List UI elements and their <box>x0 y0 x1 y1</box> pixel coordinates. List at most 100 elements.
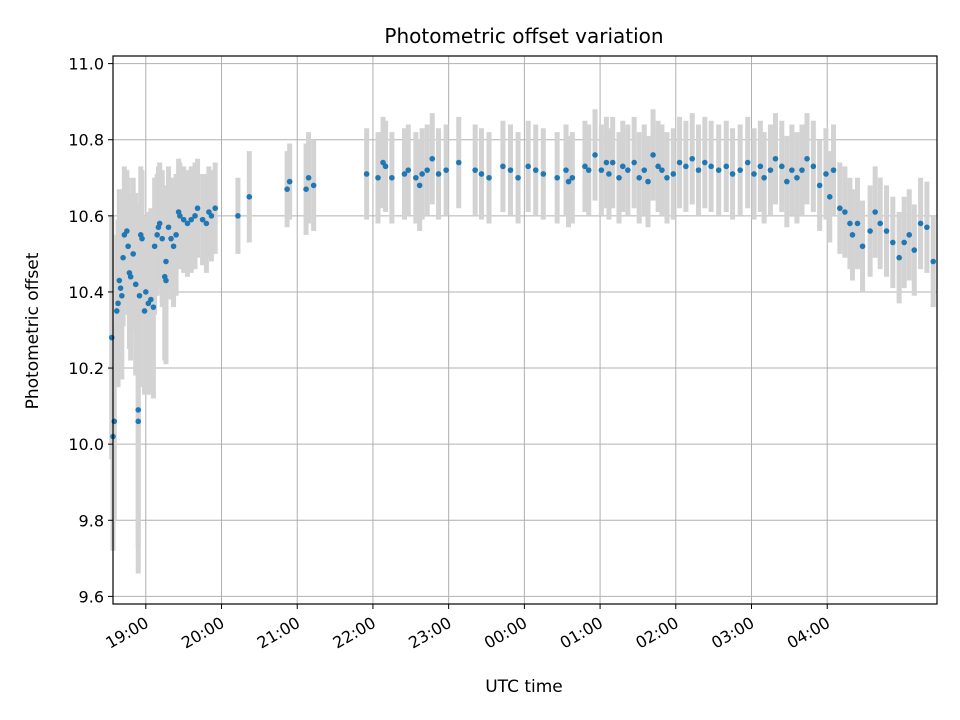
data-point <box>670 171 677 177</box>
data-point <box>708 163 714 170</box>
data-point <box>119 292 125 299</box>
x-tick-label: 04:00 <box>784 613 833 653</box>
data-point <box>616 174 622 181</box>
data-point <box>729 171 736 177</box>
data-point <box>830 167 837 173</box>
data-point <box>507 167 514 173</box>
data-point <box>837 205 843 212</box>
data-point <box>235 213 241 219</box>
data-point <box>199 216 206 223</box>
data-point <box>757 163 764 170</box>
data-point <box>636 174 642 181</box>
data-point <box>695 167 702 173</box>
data-point <box>826 194 833 200</box>
data-point <box>177 213 183 219</box>
data-point <box>867 228 873 234</box>
data-point <box>413 174 419 181</box>
data-point <box>655 163 661 170</box>
data-point <box>429 155 436 162</box>
data-point <box>901 239 907 246</box>
data-point <box>310 182 317 189</box>
chart-title: Photometric offset variation <box>384 24 663 48</box>
x-tick-label: 22:00 <box>330 613 379 653</box>
data-point <box>116 277 123 284</box>
data-point <box>603 159 610 166</box>
data-point <box>286 178 293 185</box>
x-tick-label: 19:00 <box>102 613 151 653</box>
data-point <box>772 155 779 162</box>
y-axis-title: Photometric offset <box>23 252 43 409</box>
data-point <box>854 220 861 227</box>
data-point <box>113 308 120 314</box>
y-tick-label: 10.8 <box>68 131 104 150</box>
data-point <box>737 167 743 173</box>
data-point <box>789 167 795 173</box>
data-point <box>165 224 172 231</box>
data-point <box>135 407 142 413</box>
data-point <box>842 209 848 215</box>
data-point <box>525 163 531 170</box>
data-point <box>585 167 592 173</box>
data-point <box>163 277 169 284</box>
data-point <box>715 167 722 173</box>
data-point <box>565 178 572 185</box>
data-point <box>125 243 131 250</box>
data-point <box>419 171 425 177</box>
y-tick-label: 10.6 <box>68 207 104 226</box>
data-point <box>906 232 913 238</box>
data-point <box>416 182 423 189</box>
data-point <box>849 232 856 238</box>
data-point <box>148 296 154 303</box>
grid <box>113 56 937 604</box>
x-tick-label: 01:00 <box>557 613 606 653</box>
data-point <box>246 194 253 200</box>
x-tick-label: 21:00 <box>254 613 303 653</box>
data-point <box>515 174 521 181</box>
data-point <box>180 216 187 223</box>
data-point <box>778 163 785 170</box>
data-point <box>689 155 695 162</box>
y-tick-label: 10.2 <box>68 359 104 378</box>
data-point <box>124 228 130 234</box>
data-point <box>799 167 805 173</box>
data-point <box>650 152 656 158</box>
data-point <box>382 163 389 170</box>
data-point <box>890 239 896 246</box>
data-point <box>363 171 370 177</box>
data-point <box>582 163 588 170</box>
plot-frame <box>112 55 938 605</box>
data-point <box>443 167 449 173</box>
data-point <box>631 159 637 166</box>
y-tick-label: 11.0 <box>68 55 104 74</box>
data-point <box>141 308 148 314</box>
data-point <box>115 300 121 307</box>
data-point <box>203 220 210 227</box>
y-tick-label: 9.6 <box>79 587 104 606</box>
x-tick-label: 02:00 <box>632 613 681 653</box>
x-tick-label: 03:00 <box>708 613 757 653</box>
data-point <box>664 174 670 181</box>
x-axis-title: UTC time <box>485 677 563 697</box>
data-point <box>117 285 124 291</box>
data-point <box>917 220 924 227</box>
data-point <box>435 171 442 177</box>
x-tick-label: 00:00 <box>481 613 530 653</box>
data-point <box>569 174 576 181</box>
data-point <box>883 228 890 234</box>
data-point <box>744 159 751 166</box>
data-point <box>641 167 648 173</box>
data-point <box>389 174 395 181</box>
data-point <box>606 171 612 177</box>
data-point <box>303 186 309 192</box>
data-point <box>156 220 163 227</box>
data-point <box>767 167 774 173</box>
data-point <box>405 167 412 173</box>
data-point <box>751 171 757 177</box>
data-point <box>532 167 539 173</box>
data-point <box>455 159 462 166</box>
data-point <box>194 205 201 212</box>
data-point <box>170 243 177 250</box>
data-point <box>816 182 823 189</box>
data-point <box>154 232 160 238</box>
